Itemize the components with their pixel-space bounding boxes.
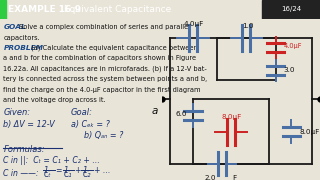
- Text: GOAL: GOAL: [3, 24, 26, 30]
- Text: 8.0μF: 8.0μF: [300, 129, 320, 135]
- Text: C in ||:  Cₜ = C₁ + C₂ + ...: C in ||: Cₜ = C₁ + C₂ + ...: [3, 156, 100, 165]
- Text: EXAMPLE 16.9: EXAMPLE 16.9: [8, 4, 81, 14]
- Text: Solve a complex combination of series and parallel: Solve a complex combination of series an…: [17, 24, 190, 30]
- Text: 16/24: 16/24: [281, 6, 301, 12]
- Text: find the charge on the 4.0-μF capacitor in the first diagram: find the charge on the 4.0-μF capacitor …: [3, 87, 201, 93]
- Polygon shape: [0, 0, 6, 19]
- Text: 1: 1: [44, 165, 49, 174]
- Text: + ...: + ...: [94, 165, 111, 174]
- Text: 1.0: 1.0: [242, 22, 254, 29]
- Text: C₁: C₁: [64, 170, 72, 179]
- Text: 4.0μF: 4.0μF: [183, 21, 204, 27]
- Text: 16.22a. All capacitances are in microfarads. (b) If a 12-V bat-: 16.22a. All capacitances are in microfar…: [3, 66, 207, 72]
- Text: 2.0: 2.0: [205, 175, 216, 180]
- Text: a: a: [152, 106, 158, 116]
- Text: Formulas:: Formulas:: [3, 145, 45, 154]
- Text: b) Qₐₙ = ?: b) Qₐₙ = ?: [84, 131, 124, 140]
- Text: PROBLEM: PROBLEM: [3, 45, 44, 51]
- Text: 1: 1: [82, 165, 87, 174]
- Text: tery is connected across the system between points a and b,: tery is connected across the system betw…: [3, 76, 207, 82]
- Text: Equivalent Capacitance: Equivalent Capacitance: [64, 4, 171, 14]
- Text: Cₜ: Cₜ: [44, 170, 51, 179]
- Text: b) ΔV = 12-V: b) ΔV = 12-V: [3, 120, 55, 129]
- Text: a) Cₑₖ = ?: a) Cₑₖ = ?: [71, 120, 109, 129]
- Bar: [262, 0, 320, 19]
- Text: F: F: [232, 175, 236, 180]
- Text: =: =: [56, 165, 65, 174]
- Text: and the voltage drop across it.: and the voltage drop across it.: [3, 97, 106, 103]
- Text: (a) Calculate the equivalent capacitance between: (a) Calculate the equivalent capacitance…: [29, 45, 198, 51]
- Text: 8.0μF: 8.0μF: [221, 114, 241, 120]
- Text: Goal:: Goal:: [71, 107, 92, 116]
- Text: C in ——:: C in ——:: [3, 169, 39, 178]
- Text: 1: 1: [64, 165, 69, 174]
- Text: 3.0: 3.0: [284, 68, 295, 73]
- Text: C₂: C₂: [82, 170, 91, 179]
- Text: 4.0μF: 4.0μF: [284, 43, 302, 49]
- Text: +: +: [75, 165, 84, 174]
- Text: a and b for the combination of capacitors shown in Figure: a and b for the combination of capacitor…: [3, 55, 196, 61]
- Text: 6.0: 6.0: [175, 111, 187, 117]
- Text: Given:: Given:: [3, 107, 30, 116]
- Text: capacitors.: capacitors.: [3, 35, 40, 41]
